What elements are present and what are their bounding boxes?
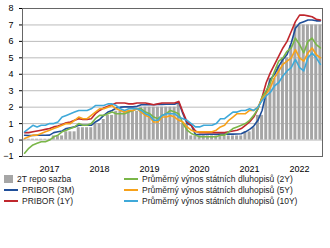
svg-text:8: 8 (8, 3, 13, 13)
html-text:Průměrný výnos státních dluhop: Průměrný výnos státních dluhopisů (5Y) (142, 185, 293, 195)
html-text:Průměrný výnos státních dluhop: Průměrný výnos státních dluhopisů (10Y) (142, 196, 298, 206)
html-text:Průměrný výnos státních dluhop: Průměrný výnos státních dluhopisů (2Y) (142, 174, 293, 184)
svg-text:2018: 2018 (90, 164, 110, 172)
svg-text:2017: 2017 (40, 164, 60, 172)
svg-text:2022: 2022 (290, 164, 310, 172)
svg-text:2: 2 (8, 102, 13, 112)
svg-text:6: 6 (8, 36, 13, 46)
html-text:2T repo sazba: 2T repo sazba (17, 174, 72, 184)
svg-text:2019: 2019 (140, 164, 160, 172)
svg-text:1: 1 (8, 118, 13, 128)
svg-text:−1: −1 (3, 151, 13, 161)
svg-text:4: 4 (8, 69, 13, 79)
svg-text:0: 0 (8, 135, 13, 145)
svg-text:2021: 2021 (240, 164, 260, 172)
html-text:PRIBOR (3M): PRIBOR (3M) (22, 185, 75, 195)
svg-text:3: 3 (8, 86, 13, 96)
svg-text:5: 5 (8, 53, 13, 63)
html-text:PRIBOR (1Y): PRIBOR (1Y) (22, 196, 73, 206)
svg-text:2020: 2020 (190, 164, 210, 172)
svg-text:7: 7 (8, 20, 13, 30)
